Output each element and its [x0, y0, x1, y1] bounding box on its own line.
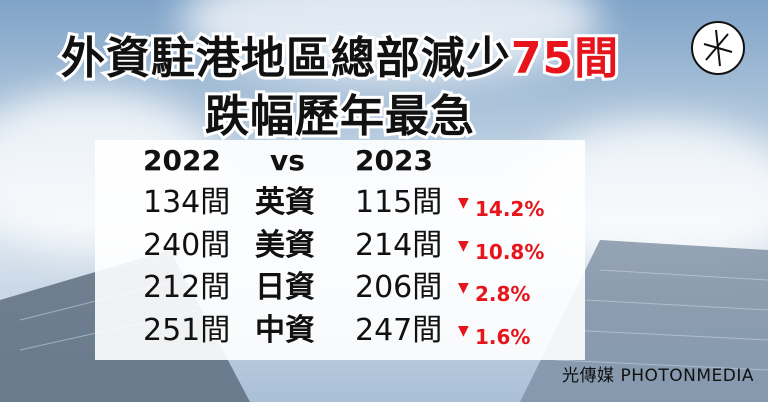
title-highlight: 75間 — [508, 30, 621, 87]
logo-icon — [691, 21, 745, 75]
decline-percent: 2.8% — [475, 282, 531, 306]
brand: 光傳媒 PHOTONMEDIA — [562, 366, 754, 386]
count-2023: 214間 — [355, 227, 443, 263]
decline-percent: 14.2% — [475, 197, 545, 221]
decline-percent: 1.6% — [475, 324, 531, 349]
title-line-2: 跌幅歷年最急 — [202, 88, 477, 145]
count-2022: 240間 — [143, 227, 231, 263]
column-header: 2023 — [355, 144, 433, 177]
column-header: vs — [270, 144, 305, 177]
down-arrow: ▼ — [458, 280, 469, 296]
count-2023: 247間 — [355, 312, 443, 348]
origin: 日資 — [255, 270, 315, 305]
origin: 英資 — [255, 185, 315, 220]
count-2022: 212間 — [143, 270, 231, 305]
title-line-1: 外資駐港地區總部減少75間 — [0, 22, 680, 87]
count-2023: 206間 — [355, 270, 443, 305]
origin: 美資 — [255, 227, 315, 263]
column-header: 2022 — [143, 144, 221, 177]
down-arrow: ▼ — [458, 195, 469, 211]
count-2023: 115間 — [355, 185, 443, 220]
decline-percent: 10.8% — [475, 239, 545, 264]
count-2022: 134間 — [143, 185, 231, 220]
count-2022: 251間 — [143, 312, 231, 348]
down-arrow: ▼ — [458, 322, 469, 339]
origin: 中資 — [255, 312, 315, 348]
down-arrow: ▼ — [458, 237, 469, 254]
table-panel — [95, 140, 585, 360]
title-text: 外資駐港地區總部減少 — [58, 30, 513, 87]
